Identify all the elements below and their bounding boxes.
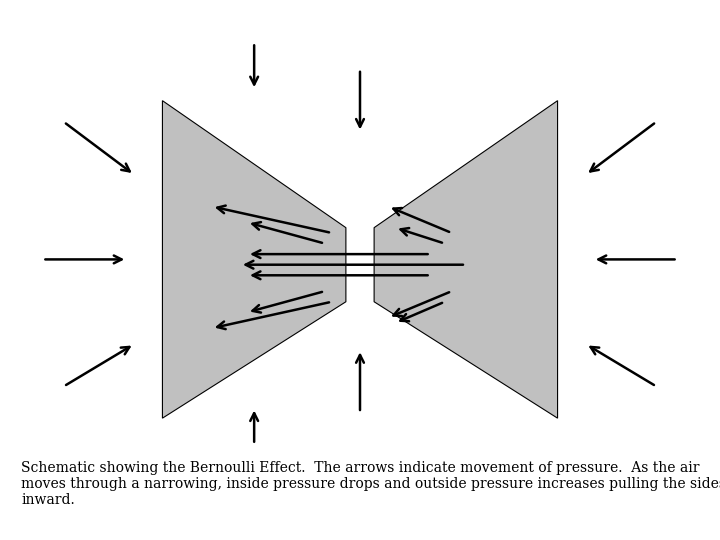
Polygon shape <box>163 100 346 418</box>
Text: Schematic showing the Bernoulli Effect.  The arrows indicate movement of pressur: Schematic showing the Bernoulli Effect. … <box>22 461 720 507</box>
Polygon shape <box>374 100 557 418</box>
